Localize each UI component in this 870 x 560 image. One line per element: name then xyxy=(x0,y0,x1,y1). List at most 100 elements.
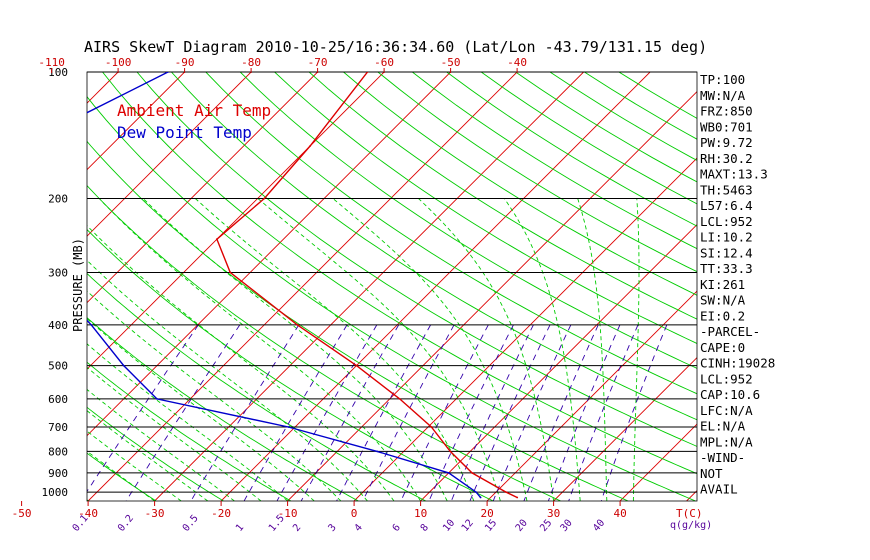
dew-point-temp-point xyxy=(475,491,477,493)
isotherm-line xyxy=(87,72,185,171)
moist-adiabat-lines xyxy=(87,198,640,501)
stability-index-item: -WIND- xyxy=(700,450,745,465)
mixing-ratio-tick-label: 30 xyxy=(559,518,575,534)
dew-point-temp-point xyxy=(20,145,22,147)
dry-adiabat-line xyxy=(87,140,629,501)
dew-point-temp-point xyxy=(479,496,482,499)
moist-adiabat-line xyxy=(257,198,501,501)
pressure-tick-label: 400 xyxy=(48,319,68,332)
stability-index-item: CAP:10.6 xyxy=(700,387,760,402)
isotherm-line xyxy=(753,72,870,501)
ambient-air-temp-point xyxy=(355,364,358,367)
moist-adiabat-line xyxy=(87,224,395,501)
moist-adiabat-line xyxy=(87,259,368,501)
isotherm-line xyxy=(87,72,119,104)
isotherm-line xyxy=(420,223,697,501)
ambient-air-temp-point xyxy=(366,72,369,73)
stability-index-item: CAPE:0 xyxy=(700,340,745,355)
pressure-axis-labels: 100 200 300 400 500 600 700 800 900 1000 xyxy=(42,66,69,499)
dry-adiabat-line xyxy=(274,72,697,344)
stability-index-item: TP:100 xyxy=(700,72,745,87)
mixing-ratio-line xyxy=(600,324,668,501)
ambient-air-temp-point xyxy=(505,491,507,493)
stability-index-item: -PARCEL- xyxy=(700,324,760,339)
ambient-air-temp-point xyxy=(263,197,266,200)
stability-index-item: RH:30.2 xyxy=(700,151,753,166)
pressure-tick-label: 800 xyxy=(48,445,68,458)
dry-adiabat-line xyxy=(343,72,697,296)
mixing-ratio-tick-label: 25 xyxy=(538,518,554,534)
isotherm-line xyxy=(287,90,697,501)
dew-point-temp-point xyxy=(447,472,450,474)
moist-adiabat-line xyxy=(87,388,235,501)
moist-adiabat-line xyxy=(632,198,640,501)
y-axis-label: PRESSURE (MB) xyxy=(71,238,85,332)
mixing-ratio-line xyxy=(243,324,348,501)
moist-adiabat-line xyxy=(418,198,555,501)
dry-adiabat-line xyxy=(171,72,697,421)
sounding-series xyxy=(3,72,519,499)
moist-adiabat-line xyxy=(503,198,581,501)
dry-adiabat-line xyxy=(446,72,697,227)
dew-point-temp-point xyxy=(40,272,42,274)
moist-adiabat-line xyxy=(87,430,182,501)
mixing-ratio-line xyxy=(190,324,300,501)
mixing-ratio-line xyxy=(336,324,431,501)
pressure-tick-label: 900 xyxy=(48,467,68,480)
ambient-air-temp-point xyxy=(296,324,299,326)
stability-index-item: KI:261 xyxy=(700,277,745,292)
isotherm-line xyxy=(220,72,651,501)
dry-adiabat-line xyxy=(102,72,697,475)
isotherm-line xyxy=(619,423,697,501)
ambient-air-temp-point xyxy=(449,450,452,453)
dry-adiabat-line xyxy=(87,272,427,501)
bottom-temp-tick-label: 20 xyxy=(480,507,493,520)
isobar-lines xyxy=(86,71,698,502)
dry-adiabat-line xyxy=(87,317,359,501)
moist-adiabat-line xyxy=(87,290,342,501)
stability-index-item: MPL:N/A xyxy=(700,434,753,449)
dry-adiabat-line xyxy=(87,452,157,501)
ambient-air-temp-point xyxy=(309,145,311,147)
bottom-temp-tick-label: -40 xyxy=(78,507,98,520)
ambient-air-temp-point xyxy=(229,271,232,274)
dew-point-temp-point xyxy=(167,72,169,73)
stability-index-item: EI:0.2 xyxy=(700,308,745,323)
top-temp-tick-label: -100 xyxy=(105,56,132,69)
stability-index-item: NOT xyxy=(700,466,723,481)
moist-adiabat-line xyxy=(87,366,262,501)
isotherm-line xyxy=(486,290,697,501)
stability-index-item: LCL:952 xyxy=(700,214,753,229)
stability-index-item: LI:10.2 xyxy=(700,230,753,245)
bottom-temp-tick-label: 0 xyxy=(351,507,358,520)
isotherm-line xyxy=(87,72,252,237)
dew-point-temp-point xyxy=(3,238,5,240)
top-temp-tick-label: -80 xyxy=(241,56,261,69)
mixing-ratio-line xyxy=(492,324,572,501)
stability-index-item: LCL:952 xyxy=(700,371,753,386)
pressure-tick-label: 200 xyxy=(48,192,68,205)
ambient-air-temp-point xyxy=(471,472,473,474)
mixing-ratio-tick-label: 40 xyxy=(591,518,607,534)
top-temperature-axis: -120-110-100-90-80-70-60-50-40 xyxy=(38,56,527,73)
top-temp-tick-label: -110 xyxy=(38,56,65,69)
plot-frame xyxy=(86,71,698,502)
mixing-ratio-tick-label: 2 xyxy=(291,522,303,534)
dry-adiabat-line xyxy=(87,95,696,501)
dew-point-temp-point xyxy=(90,324,93,326)
mixing-ratio-tick-label: 1 xyxy=(234,522,246,534)
dry-adiabat-line xyxy=(308,72,697,320)
isotherm-line xyxy=(553,356,697,501)
stability-index-item: FRZ:850 xyxy=(700,104,753,119)
stability-index-item: WB0:701 xyxy=(700,119,753,134)
stability-index-item: AVAIL xyxy=(700,482,738,497)
moist-adiabat-line xyxy=(87,450,155,501)
isotherm-line xyxy=(87,72,451,437)
dry-adiabat-line xyxy=(87,228,494,501)
dew-point-temp-point xyxy=(156,398,158,400)
mixing-ratio-tick-label: 0.5 xyxy=(181,513,201,534)
pressure-tick-label: 700 xyxy=(48,421,68,434)
mixing-ratio-line xyxy=(547,324,621,501)
ambient-air-temp-point xyxy=(430,426,433,428)
